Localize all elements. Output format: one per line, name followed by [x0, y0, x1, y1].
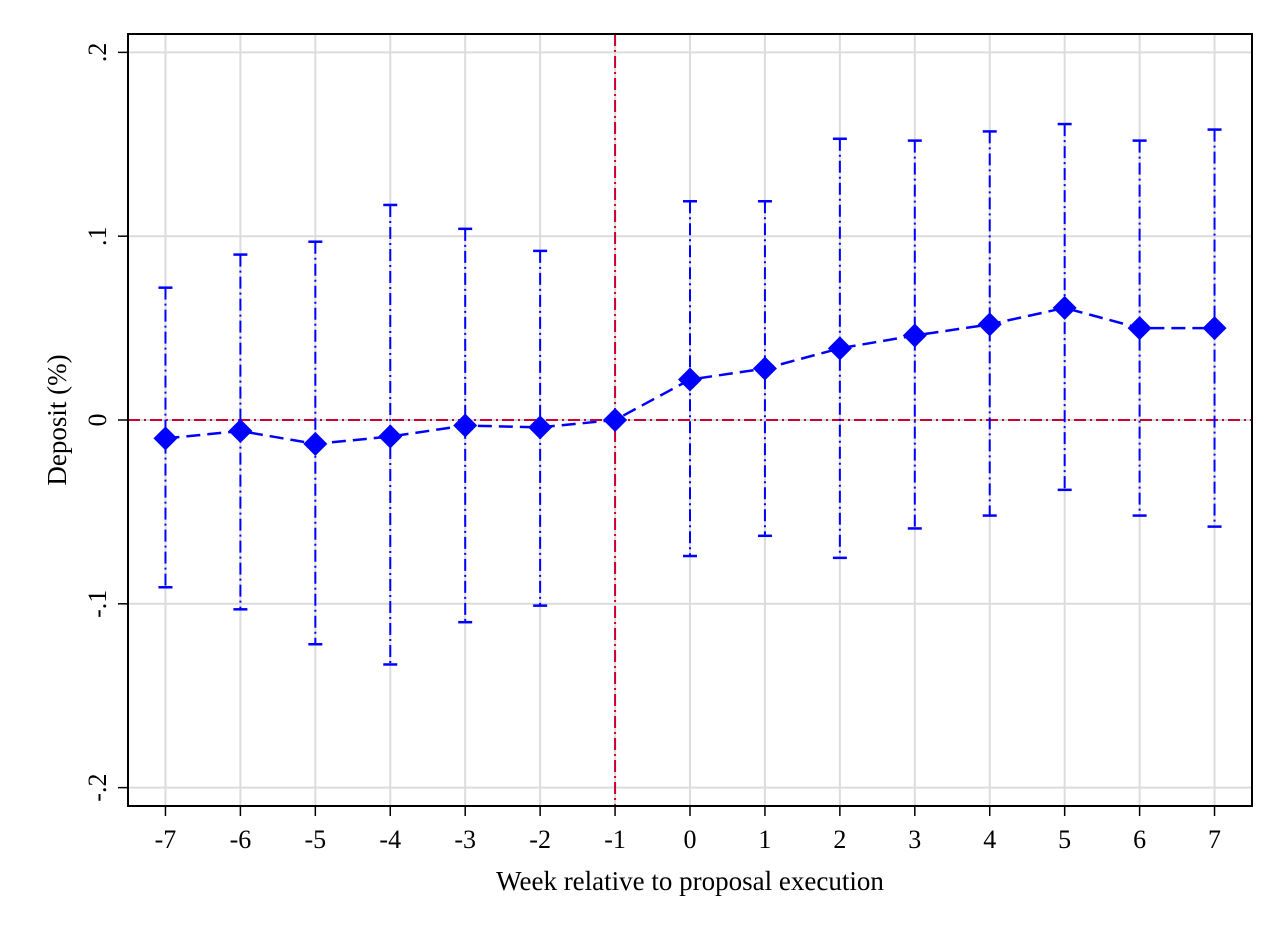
y-tick-label: .2	[83, 43, 112, 63]
x-tick-label: -4	[379, 825, 401, 854]
y-tick-label: -.1	[83, 590, 112, 618]
x-tick-label: 7	[1208, 825, 1221, 854]
estimate-point	[678, 367, 702, 392]
estimate-point	[603, 408, 628, 432]
y-axis-title: Deposit (%)	[42, 354, 72, 485]
estimate-point	[1052, 295, 1077, 320]
estimate-points	[153, 295, 1227, 456]
x-axis-title: Week relative to proposal execution	[496, 866, 884, 896]
x-tick-label: -2	[529, 825, 551, 854]
estimate-point	[378, 424, 403, 449]
estimate-point	[752, 356, 777, 381]
x-tick-label: -5	[304, 825, 326, 854]
x-tick-label: 3	[908, 825, 921, 854]
y-axis-ticks: -.2 -.1 0 .1 .2	[83, 43, 128, 802]
x-tick-label: -6	[230, 825, 252, 854]
x-tick-label: -3	[454, 825, 476, 854]
x-tick-label: -7	[155, 825, 177, 854]
estimate-point	[902, 323, 927, 348]
y-tick-label: .1	[83, 226, 112, 246]
estimate-point	[827, 336, 852, 361]
x-tick-label: 5	[1058, 825, 1071, 854]
estimate-point	[1127, 316, 1152, 341]
estimate-point	[228, 419, 253, 444]
estimate-point	[528, 415, 553, 440]
x-tick-label: 6	[1133, 825, 1146, 854]
y-tick-label: 0	[83, 414, 112, 427]
estimate-point	[1202, 316, 1227, 341]
x-tick-label: 0	[684, 825, 697, 854]
estimate-point	[453, 413, 478, 438]
x-tick-label: -1	[604, 825, 626, 854]
estimate-point	[153, 426, 178, 451]
estimate-point	[303, 431, 328, 456]
estimate-point	[977, 312, 1002, 337]
x-tick-label: 1	[758, 825, 771, 854]
x-axis-ticks: -7 -6 -5 -4 -3 -2 -1 0 1 2 3 4 5 6 7	[155, 806, 1221, 854]
x-tick-label: 4	[983, 825, 996, 854]
y-tick-label: -.2	[83, 774, 112, 802]
x-tick-label: 2	[833, 825, 846, 854]
